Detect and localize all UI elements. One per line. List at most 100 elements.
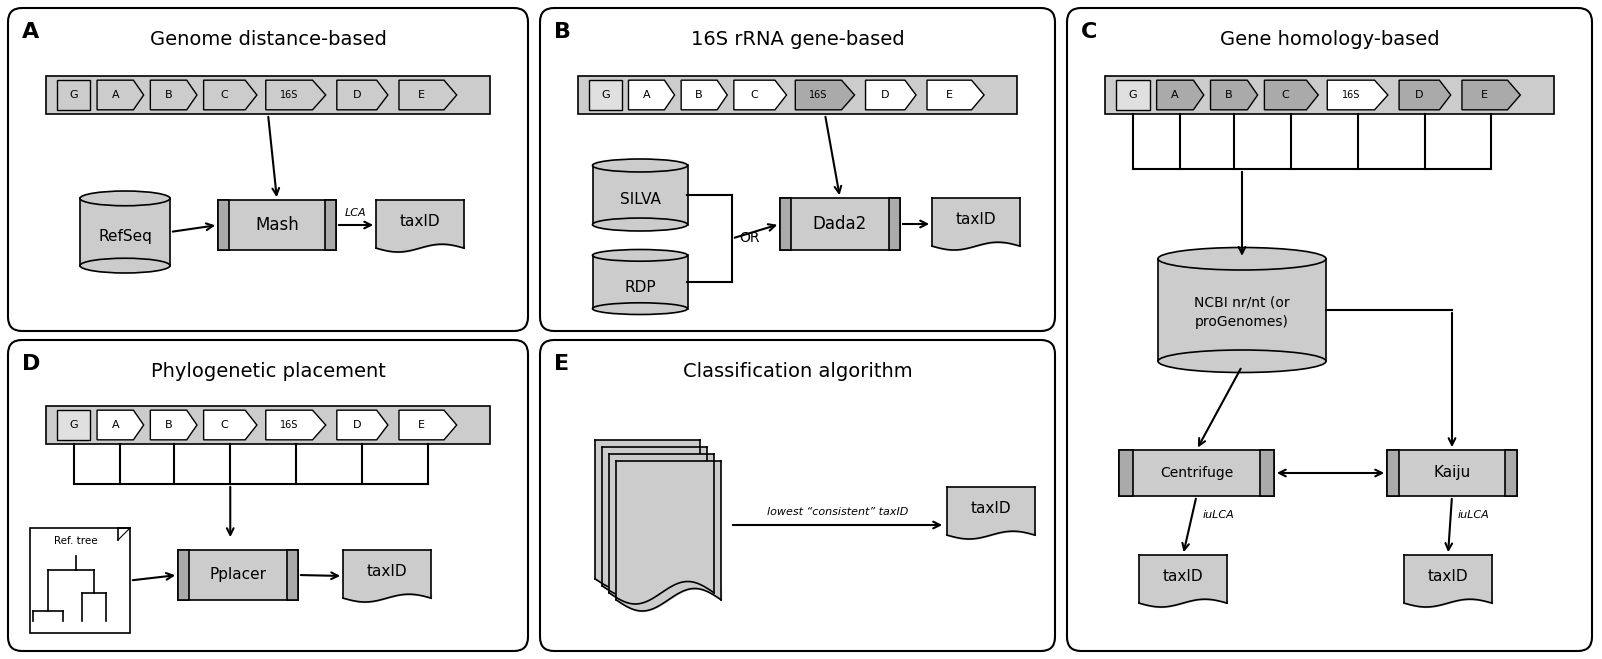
Ellipse shape [1158, 248, 1326, 270]
Ellipse shape [1158, 350, 1326, 372]
Text: D: D [352, 90, 360, 100]
Text: taxID: taxID [1163, 569, 1203, 585]
Ellipse shape [593, 159, 687, 172]
Text: 16S: 16S [809, 90, 828, 100]
Text: A: A [112, 90, 119, 100]
Bar [1403, 555, 1491, 599]
Text: 16S: 16S [280, 420, 298, 430]
Text: A: A [112, 420, 119, 430]
Polygon shape [203, 410, 256, 440]
Bar [1105, 76, 1554, 114]
Text: D: D [1415, 90, 1424, 100]
Text: A: A [642, 90, 650, 100]
Text: RefSeq: RefSeq [98, 229, 152, 244]
Bar [218, 200, 336, 250]
Text: C: C [221, 90, 227, 100]
Ellipse shape [593, 302, 687, 314]
Text: Gene homology-based: Gene homology-based [1219, 30, 1439, 49]
Bar [1139, 555, 1227, 599]
Polygon shape [928, 80, 984, 110]
Bar [58, 410, 90, 440]
Text: taxID: taxID [1427, 569, 1469, 585]
Polygon shape [734, 80, 787, 110]
Polygon shape [151, 80, 197, 110]
Polygon shape [266, 80, 325, 110]
Text: Ref. tree: Ref. tree [54, 536, 98, 546]
Text: E: E [554, 354, 569, 374]
Bar [594, 440, 700, 567]
Polygon shape [1211, 80, 1258, 110]
Text: OR: OR [740, 231, 761, 246]
Polygon shape [203, 80, 256, 110]
Ellipse shape [80, 191, 170, 206]
Bar [287, 550, 298, 600]
Bar [617, 461, 721, 588]
Bar [889, 198, 900, 250]
Polygon shape [1264, 80, 1318, 110]
Polygon shape [1326, 80, 1387, 110]
Bar [1117, 80, 1150, 110]
Text: LCA: LCA [344, 208, 367, 218]
Bar [609, 454, 714, 581]
Bar [593, 255, 687, 308]
Bar [1506, 450, 1517, 496]
Bar [80, 198, 170, 266]
Text: D: D [22, 354, 40, 374]
Polygon shape [1463, 80, 1520, 110]
Text: RDP: RDP [625, 279, 655, 295]
Bar [178, 550, 189, 600]
Bar [178, 550, 298, 600]
Text: iuLCA: iuLCA [1458, 510, 1490, 520]
Bar [1120, 450, 1274, 496]
Bar [1387, 450, 1517, 496]
Bar [325, 200, 336, 250]
Polygon shape [98, 80, 144, 110]
Polygon shape [1157, 80, 1203, 110]
Text: lowest “consistent” taxID: lowest “consistent” taxID [767, 507, 908, 517]
Text: B: B [165, 90, 173, 100]
Text: B: B [165, 420, 173, 430]
Bar [602, 447, 706, 575]
Text: taxID: taxID [956, 212, 996, 227]
Text: G: G [601, 90, 610, 100]
Polygon shape [795, 80, 854, 110]
Text: E: E [418, 90, 425, 100]
Bar [1120, 450, 1133, 496]
Polygon shape [865, 80, 916, 110]
Text: G: G [69, 420, 78, 430]
Text: B: B [695, 90, 703, 100]
Text: Kaiju: Kaiju [1434, 465, 1471, 480]
Bar [947, 487, 1035, 531]
Text: D: D [352, 420, 360, 430]
Polygon shape [151, 410, 197, 440]
Text: Dada2: Dada2 [812, 215, 867, 233]
Text: C: C [1081, 22, 1097, 42]
Text: Classification algorithm: Classification algorithm [682, 362, 912, 381]
Text: iuLCA: iuLCA [1203, 510, 1234, 520]
Text: B: B [554, 22, 570, 42]
Bar [46, 76, 490, 114]
Polygon shape [98, 410, 144, 440]
Bar [376, 200, 465, 244]
Text: 16S rRNA gene-based: 16S rRNA gene-based [690, 30, 904, 49]
FancyBboxPatch shape [540, 8, 1056, 331]
Text: E: E [945, 90, 953, 100]
Text: Pplacer: Pplacer [210, 567, 266, 583]
Text: D: D [881, 90, 889, 100]
Text: C: C [221, 420, 227, 430]
Bar [218, 200, 229, 250]
Text: E: E [1482, 90, 1488, 100]
FancyBboxPatch shape [8, 8, 529, 331]
Polygon shape [399, 80, 457, 110]
Bar [590, 80, 622, 110]
Text: Phylogenetic placement: Phylogenetic placement [151, 362, 386, 381]
Text: G: G [69, 90, 78, 100]
Ellipse shape [593, 250, 687, 261]
Text: taxID: taxID [367, 564, 407, 579]
Text: A: A [1171, 90, 1179, 100]
FancyBboxPatch shape [540, 340, 1056, 651]
Bar [593, 165, 687, 225]
Text: E: E [418, 420, 425, 430]
Polygon shape [336, 80, 388, 110]
Text: taxID: taxID [971, 501, 1011, 517]
